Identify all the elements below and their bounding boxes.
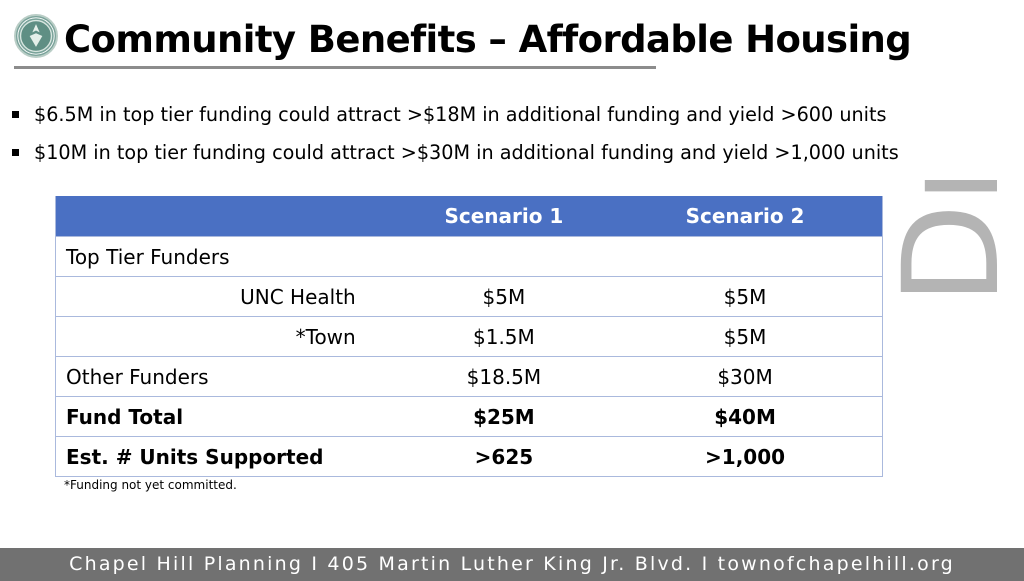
bullet-text: $10M in top tier funding could attract >… [34, 141, 899, 164]
table-row: *Town $1.5M $5M [55, 316, 883, 357]
header-blank [55, 196, 400, 237]
table-row: Top Tier Funders [55, 236, 883, 277]
bullet-square-icon [12, 149, 19, 156]
scenario-2-value: $40M [608, 396, 883, 437]
town-seal-icon [14, 14, 58, 58]
footer-bar: Chapel Hill Planning I 405 Martin Luther… [0, 548, 1024, 581]
page-title: Community Benefits – Affordable Housing [64, 18, 912, 61]
scenario-1-value: $5M [399, 276, 609, 317]
title-divider [14, 66, 656, 69]
row-label: UNC Health [55, 276, 400, 317]
scenario-1-value: >625 [399, 436, 609, 477]
row-label: Top Tier Funders [55, 236, 400, 277]
table-header-row: Scenario 1 Scenario 2 [55, 196, 883, 237]
scenario-2-value [608, 236, 883, 277]
table-row: UNC Health $5M $5M [55, 276, 883, 317]
row-label: Other Funders [55, 356, 400, 397]
bullet-square-icon [12, 111, 19, 118]
scenario-2-value: $5M [608, 316, 883, 357]
table-row: Other Funders $18.5M $30M [55, 356, 883, 397]
scenario-2-value: $30M [608, 356, 883, 397]
scenario-2-value: $5M [608, 276, 883, 317]
header-scenario-2: Scenario 2 [608, 196, 883, 237]
funding-table: Scenario 1 Scenario 2 Top Tier Funders U… [55, 196, 883, 477]
row-label: *Town [55, 316, 400, 357]
draft-watermark-text: Draft [896, 180, 1024, 305]
table-row: Fund Total $25M $40M [55, 396, 883, 437]
draft-watermark: Draft [896, 180, 1024, 430]
bullet-item: $10M in top tier funding could attract >… [12, 134, 899, 172]
scenario-2-value: >1,000 [608, 436, 883, 477]
scenario-1-value: $25M [399, 396, 609, 437]
table-row: Est. # Units Supported >625 >1,000 [55, 436, 883, 477]
bullet-text: $6.5M in top tier funding could attract … [34, 103, 887, 126]
header-scenario-1: Scenario 1 [399, 196, 609, 237]
bullet-list: $6.5M in top tier funding could attract … [12, 96, 899, 172]
scenario-1-value: $1.5M [399, 316, 609, 357]
scenario-1-value: $18.5M [399, 356, 609, 397]
row-label: Est. # Units Supported [55, 436, 400, 477]
scenario-1-value [399, 236, 609, 277]
bullet-item: $6.5M in top tier funding could attract … [12, 96, 899, 134]
footnote: *Funding not yet committed. [64, 478, 237, 492]
row-label: Fund Total [55, 396, 400, 437]
